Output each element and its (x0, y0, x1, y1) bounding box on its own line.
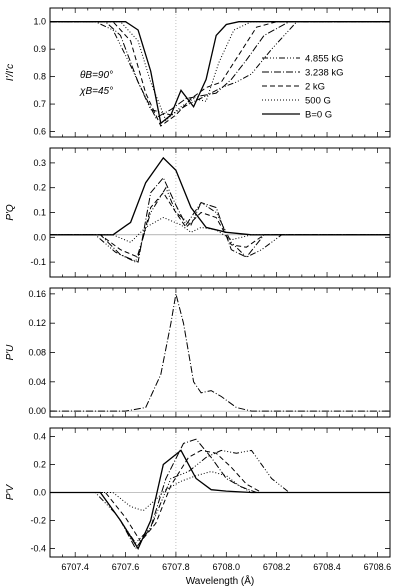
panel-1: 0.6 0.7 0.8 0.9 1.0 I'/I'c (5, 7, 391, 138)
series-line (50, 216, 390, 243)
series-line (50, 176, 390, 263)
x-tick-label: 6707.8 (162, 562, 190, 572)
panel-3: 0.00 0.04 0.08 0.12 0.16 P'U (5, 287, 391, 418)
y-tick-label: 0.1 (33, 208, 46, 218)
y-tick-label: -0.2 (30, 516, 46, 526)
y-tick-label: 0.4 (33, 431, 46, 441)
parameter-annotation: χB=45° (79, 86, 113, 97)
y-tick-label: 0.0 (33, 232, 46, 242)
y-tick-label: 0.8 (33, 72, 46, 82)
x-tick-label: 6708.2 (263, 562, 291, 572)
y-tick-label: 0.2 (33, 459, 46, 469)
series-line (50, 21, 390, 125)
series-line (50, 449, 390, 550)
y-axis-label: P'U (5, 344, 16, 361)
series-line (50, 21, 390, 122)
y-tick-label: -0.4 (30, 544, 46, 554)
series-line (50, 293, 390, 412)
y-tick-label: 0.12 (28, 318, 46, 328)
y-axis-label: P'V (5, 484, 16, 501)
x-tick-label: 6707.6 (112, 562, 140, 572)
x-tick-label: 6707.4 (61, 562, 89, 572)
y-tick-label: 0.16 (28, 289, 46, 299)
series-line (50, 21, 390, 127)
y-axis-label: P'Q (5, 204, 16, 221)
series-line (50, 186, 390, 263)
y-tick-label: 0.9 (33, 44, 46, 54)
x-axis-label: Wavelength (Å) (186, 574, 255, 586)
series-line (50, 438, 390, 550)
series-group (50, 438, 390, 550)
axes-frame (49, 287, 391, 418)
legend-label: 500 G (305, 96, 331, 107)
y-tick-label: 0.00 (28, 406, 46, 416)
axes-frame (49, 7, 391, 138)
y-tick-label: 0.04 (28, 377, 46, 387)
y-tick-label: 0.0 (33, 488, 46, 498)
y-tick-label: 1.0 (33, 17, 46, 27)
x-tick-label: 6708.4 (313, 562, 341, 572)
series-line (50, 449, 390, 543)
y-tick-label: 0.3 (33, 158, 46, 168)
y-axis-label: I'/I'c (5, 64, 16, 81)
y-tick-label: 0.7 (33, 99, 46, 109)
y-tick-label: 0.08 (28, 348, 46, 358)
series-line (50, 21, 390, 116)
legend-label: 2 kG (305, 82, 325, 93)
series-line (50, 156, 390, 236)
series-group (50, 21, 390, 127)
axes-frame (49, 147, 391, 278)
y-tick-label: 0.2 (33, 183, 46, 193)
x-tick-label: 6708.6 (364, 562, 392, 572)
series-line (50, 449, 390, 544)
series-group (50, 156, 390, 263)
legend-label: 4.855 kG (305, 54, 344, 65)
y-tick-label: -0.1 (30, 257, 46, 267)
parameter-annotation: θB=90° (80, 70, 113, 81)
series-line (50, 470, 390, 512)
series-line (50, 191, 390, 258)
legend-label: B=0 G (305, 110, 332, 121)
x-tick-label: 6708.0 (213, 562, 241, 572)
y-tick-label: 0.6 (33, 127, 46, 137)
panel-4: -0.4 -0.2 0.0 0.2 0.4 P'V (5, 427, 391, 558)
series-group (50, 293, 390, 412)
series-line (50, 21, 390, 119)
panel-2: -0.1 0.0 0.1 0.2 0.3 P'Q (5, 147, 391, 278)
legend-label: 3.238 kG (305, 68, 344, 79)
